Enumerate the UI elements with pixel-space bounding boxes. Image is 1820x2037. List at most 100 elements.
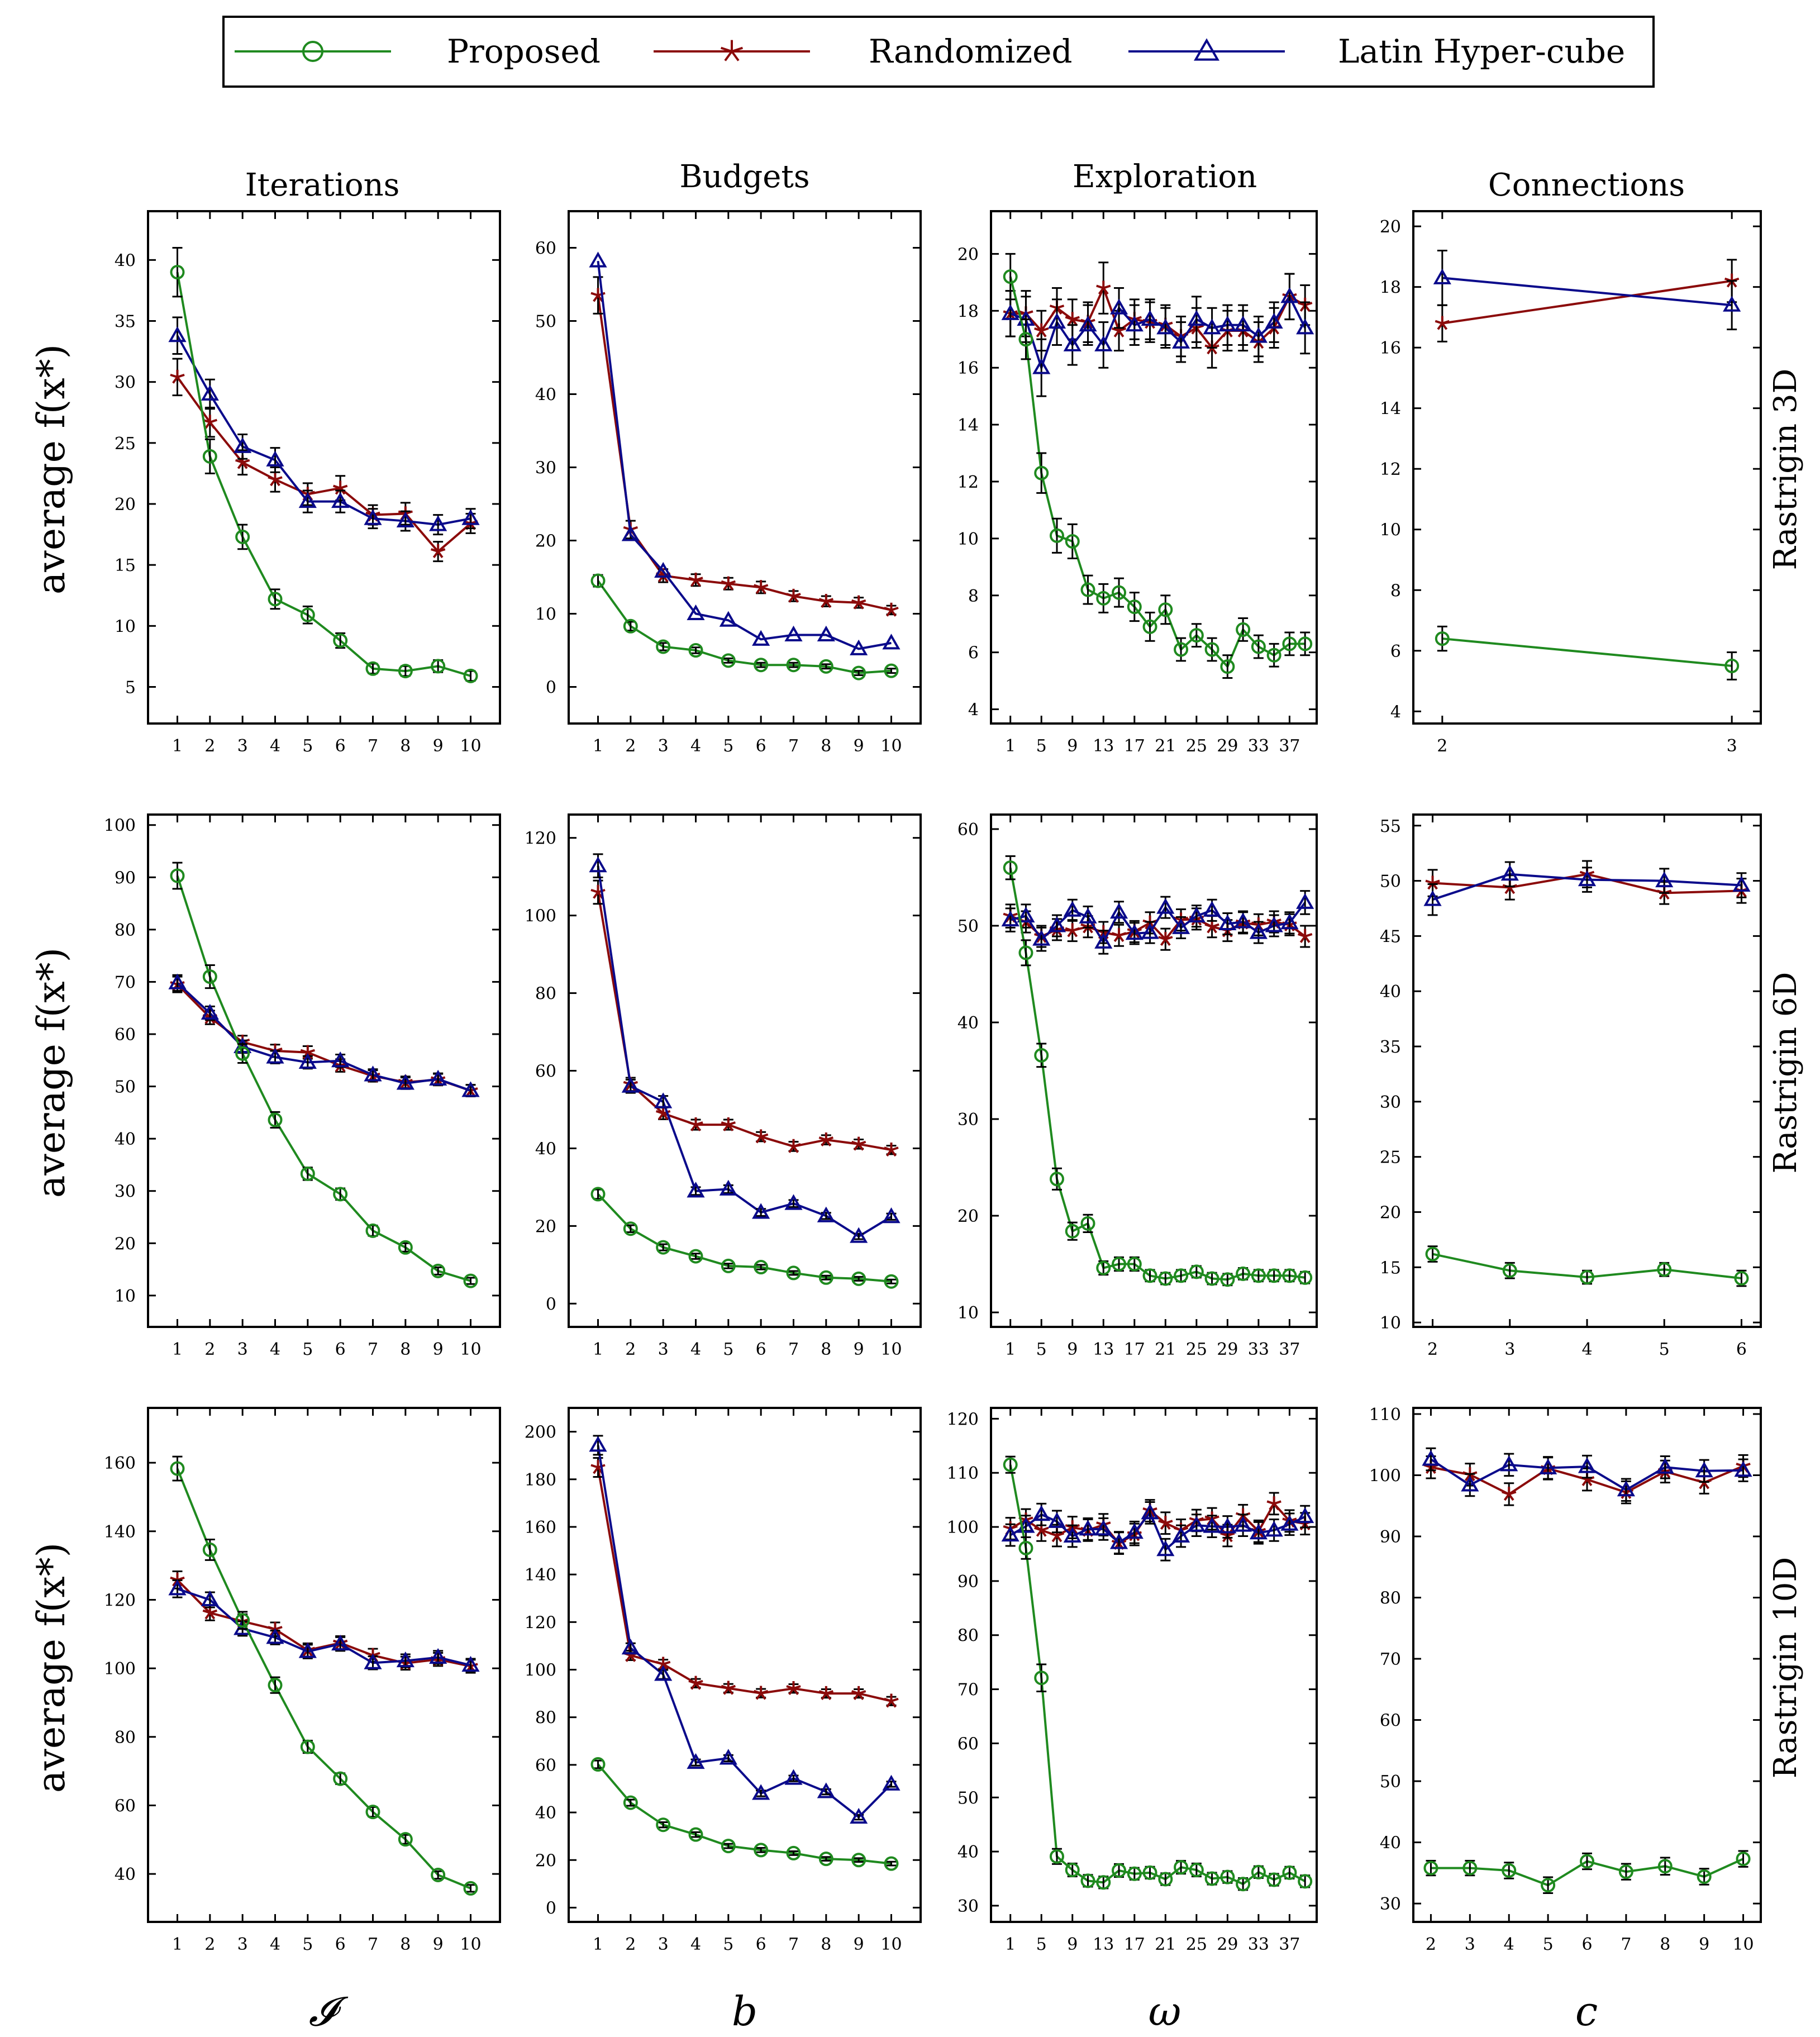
data-point: [1578, 1457, 1597, 1473]
data-point: [396, 1074, 414, 1090]
y-tick-label: 180: [525, 1470, 556, 1490]
data-point: [1218, 914, 1237, 930]
data-point: [1282, 1865, 1297, 1880]
x-tick-label: 9: [433, 736, 444, 756]
data-point: [1034, 323, 1049, 337]
y-tick-label: 110: [1369, 1405, 1401, 1425]
series-line: [1442, 637, 1732, 667]
data-point: [1296, 1507, 1314, 1524]
y-tick-label: 0: [546, 1294, 556, 1314]
data-point: [1423, 890, 1442, 906]
data-point: [1234, 1516, 1252, 1532]
data-point: [431, 1263, 446, 1278]
data-point: [398, 1832, 413, 1847]
data-point: [1142, 1268, 1157, 1283]
x-tick-label: 9: [1067, 736, 1078, 756]
data-point: [201, 384, 219, 401]
y-tick-label: 50: [957, 917, 979, 936]
data-point: [687, 1182, 705, 1198]
y-tick-label: 20: [115, 495, 136, 515]
x-tick-label: 17: [1124, 1340, 1145, 1359]
data-point: [1220, 1869, 1235, 1884]
plot-frame: [147, 1407, 501, 1923]
data-point: [1032, 930, 1051, 946]
data-point: [884, 602, 899, 617]
y-tick-label: 30: [1380, 1093, 1401, 1112]
data-point: [1047, 916, 1066, 932]
data-point: [884, 1274, 899, 1289]
y-tick-label: 60: [115, 1025, 136, 1045]
data-point: [1266, 1872, 1281, 1887]
data-point: [1018, 332, 1033, 347]
series-line: [1442, 277, 1732, 307]
y-tick-label: 35: [1380, 1037, 1401, 1057]
legend-label-2: Latin Hyper-cube: [1338, 32, 1625, 70]
y-tick-label: 10: [1380, 1313, 1401, 1333]
x-tick-label: 1: [172, 1935, 183, 1954]
y-tick-label: 25: [115, 434, 136, 454]
series-line: [597, 1193, 892, 1283]
x-tick-label: 5: [302, 736, 313, 756]
y-tick-label: 80: [957, 1626, 979, 1646]
data-point: [1265, 916, 1283, 932]
data-point: [1127, 1866, 1142, 1881]
data-point: [1079, 907, 1097, 924]
x-tick-label: 29: [1217, 1935, 1238, 1954]
x-tick-label: 5: [302, 1340, 313, 1359]
x-tick-label: 5: [1036, 1935, 1047, 1954]
data-point: [1125, 924, 1144, 940]
series-latin-hyper-cube: [1001, 1501, 1314, 1562]
data-point: [1158, 602, 1173, 617]
series-latin-hyper-cube: [168, 1579, 480, 1673]
data-point: [784, 625, 803, 641]
data-point: [753, 580, 769, 594]
data-point: [1266, 1268, 1281, 1283]
x-tick-label: 25: [1186, 736, 1207, 756]
y-tick-label: 50: [1380, 872, 1401, 892]
x-tick-label: 3: [237, 1340, 248, 1359]
data-point: [1296, 318, 1314, 335]
x-tick-label: 5: [1036, 736, 1047, 756]
data-point: [1156, 898, 1175, 914]
series-latin-hyper-cube: [168, 973, 480, 1097]
data-point: [1203, 901, 1221, 917]
x-tick-label: 2: [204, 1935, 215, 1954]
data-point: [688, 1827, 703, 1842]
y-tick-label: 50: [957, 1788, 979, 1808]
data-point: [1203, 318, 1221, 335]
series-line: [177, 1587, 471, 1667]
x-tick-label: 7: [788, 1340, 799, 1359]
x-tick-label: 9: [1699, 1935, 1709, 1954]
data-point: [463, 1881, 478, 1896]
x-tick-label: 21: [1155, 1340, 1176, 1359]
data-point: [202, 449, 217, 464]
y-tick-label: 100: [525, 907, 556, 926]
data-point: [333, 1187, 348, 1202]
y-tick-label: 8: [968, 587, 979, 606]
x-axis-symbol-budgets: b: [732, 1988, 757, 2035]
data-point: [396, 1651, 414, 1668]
series-latin-hyper-cube: [168, 316, 480, 536]
data-point: [721, 1839, 736, 1854]
panel-r3-c2: 0 20 40 60 80 100 120 140 160 180 200 1 2 3 4 5 6 7 8 9 10: [525, 1407, 922, 1954]
series-latin-hyper-cube: [1001, 890, 1314, 955]
data-point: [817, 1206, 835, 1222]
x-tick-label: 4: [690, 1935, 701, 1954]
data-point: [818, 1270, 833, 1285]
data-point: [688, 1117, 703, 1131]
x-tick-label: 3: [658, 736, 669, 756]
data-point: [463, 1273, 478, 1288]
x-tick-label: 3: [658, 1935, 669, 1954]
x-tick-label: 10: [460, 1340, 481, 1359]
data-point: [786, 588, 801, 603]
data-point: [623, 618, 638, 634]
series-line: [177, 1579, 471, 1668]
legend-marker-0: [302, 41, 323, 62]
data-point: [1065, 1520, 1080, 1534]
x-tick-label: 1: [593, 736, 603, 756]
x-tick-label: 7: [788, 1935, 799, 1954]
data-point: [1280, 1515, 1299, 1531]
y-tick-label: 90: [957, 1572, 979, 1592]
data-point: [687, 604, 705, 620]
data-point: [851, 665, 866, 680]
